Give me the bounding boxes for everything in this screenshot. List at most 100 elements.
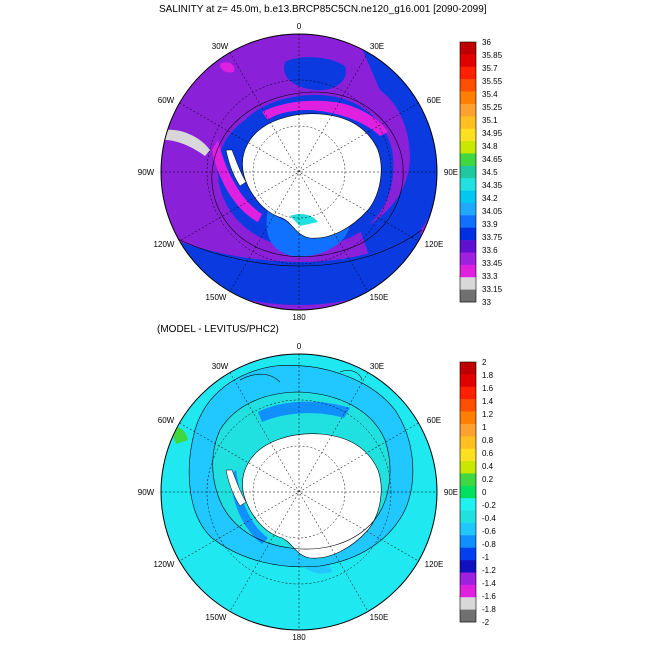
salinity-colorbar-swatch <box>460 66 476 80</box>
salinity-colorbar-tick-label: 34.2 <box>482 194 498 203</box>
lon-label-60e-b: 60E <box>427 416 441 425</box>
difference-colorbar-tick-label: -1.6 <box>482 592 496 601</box>
salinity-colorbar: 36 35.85 35.7 35.55 35.4 35.25 35.1 34.95 34.8 34… <box>459 38 503 307</box>
salinity-region-coastal-west <box>212 140 262 222</box>
map-title-top: SALINITY at z= 45.0m, b.e13.BRCP85C5CN.n… <box>159 4 487 15</box>
difference-colorbar-swatch <box>460 461 476 474</box>
lon-label-60e: 60E <box>427 96 441 105</box>
difference-graticule <box>161 354 437 630</box>
difference-colorbar-tick-label: -2 <box>482 618 490 627</box>
salinity-colorbar-swatch <box>460 42 476 55</box>
salinity-colorbar-swatch <box>460 289 476 303</box>
lon-label-150e: 150E <box>370 293 389 302</box>
salinity-region-cyan-coast <box>290 214 318 226</box>
difference-colorbar-tick-label: 0.4 <box>482 462 494 471</box>
difference-colorbar-border <box>459 361 477 623</box>
difference-colorbar-swatch <box>460 448 476 462</box>
difference-colorbar-swatch <box>460 547 476 561</box>
lon-label-0: 0 <box>297 22 302 31</box>
salinity-colorbar-swatch <box>460 252 476 266</box>
lon-label-180: 180 <box>292 313 306 322</box>
difference-colorbar-tick-label: -0.6 <box>482 527 496 536</box>
lon-label-120w: 120W <box>154 240 175 249</box>
lon-label-90w: 90W <box>138 168 155 177</box>
salinity-colorbar-swatch <box>460 116 476 129</box>
difference-colorbar: 2 1.8 1.6 1.4 1.2 1 0.8 0.6 0.4 0.2 0 -0.2 -0.4 -0.6 -… <box>459 358 496 627</box>
difference-colorbar-swatch <box>460 560 476 573</box>
difference-map-border <box>160 353 438 631</box>
difference-colorbar-tick-label: 0.6 <box>482 449 494 458</box>
salinity-colorbar-swatch <box>460 227 476 241</box>
difference-colorbar-tick-label: -1.2 <box>482 566 496 575</box>
difference-map <box>160 353 438 631</box>
salinity-colorbar-tick-label: 34.95 <box>482 129 503 138</box>
difference-colorbar-swatch <box>460 423 476 437</box>
lon-label-30e-b: 30E <box>370 362 384 371</box>
difference-colorbar-tick-label: -0.4 <box>482 514 496 523</box>
salinity-colorbar-tick-label: 33.45 <box>482 259 503 268</box>
difference-colorbar-tick-label: 1.8 <box>482 371 494 380</box>
lon-label-60w-b: 60W <box>158 416 175 425</box>
difference-colorbar-tick-label: 0.8 <box>482 436 494 445</box>
antarctic-peninsula-top <box>225 149 247 187</box>
lon-label-150e-b: 150E <box>370 613 389 622</box>
salinity-colorbar-swatch <box>460 277 476 290</box>
lon-label-30w-b: 30W <box>212 362 229 371</box>
salinity-colorbar-swatch <box>460 202 476 216</box>
salinity-colorbar-swatch <box>460 240 476 253</box>
salinity-region-blue-south <box>165 232 430 305</box>
salinity-colorbar-swatch <box>460 264 476 278</box>
difference-colorbar-tick-label: 0 <box>482 488 487 497</box>
antarctic-peninsula-bottom <box>225 469 247 507</box>
salinity-colorbar-swatch <box>460 91 476 105</box>
difference-colorbar-swatch <box>460 609 476 623</box>
difference-colorbar-swatch <box>460 362 476 375</box>
salinity-colorbar-tick-label: 36 <box>482 38 491 47</box>
salinity-colorbar-tick-label: 34.8 <box>482 142 498 151</box>
difference-colorbar-tick-label: 1 <box>482 423 487 432</box>
difference-colorbar-swatch <box>460 597 476 610</box>
salinity-colorbar-swatch <box>460 141 476 154</box>
difference-region-coastal-east <box>258 401 350 422</box>
salinity-region-coastal-east <box>262 100 388 136</box>
salinity-colorbar-tick-label: 35.25 <box>482 103 503 112</box>
difference-colorbar-tick-label: -0.8 <box>482 540 496 549</box>
salinity-map-border <box>160 33 438 311</box>
salinity-colorbar-swatch <box>460 165 476 179</box>
salinity-colorbar-tick-label: 33.75 <box>482 233 503 242</box>
salinity-colorbar-tick-label: 33.6 <box>482 246 498 255</box>
salinity-colorbar-swatch <box>460 190 476 204</box>
lon-label-0-b: 0 <box>297 342 302 351</box>
salinity-colorbar-tick-label: 34.5 <box>482 168 498 177</box>
difference-colorbar-tick-label: -1 <box>482 553 490 562</box>
difference-colorbar-swatch <box>460 374 476 388</box>
difference-colorbar-swatch <box>460 572 476 586</box>
salinity-map <box>160 33 438 311</box>
difference-colorbar-tick-label: -1.8 <box>482 605 496 614</box>
lon-label-90e: 90E <box>444 168 458 177</box>
salinity-graticule <box>161 34 437 310</box>
salinity-colorbar-swatch <box>460 54 476 68</box>
difference-colorbar-tick-label: 0.2 <box>482 475 494 484</box>
difference-colorbar-swatch <box>460 522 476 536</box>
lon-label-30e: 30E <box>370 42 384 51</box>
salinity-region-patch <box>220 62 235 73</box>
difference-colorbar-swatch <box>460 399 476 412</box>
salinity-colorbar-tick-label: 35.1 <box>482 116 498 125</box>
lon-label-90e-b: 90E <box>444 488 458 497</box>
salinity-colorbar-tick-label: 33.3 <box>482 272 498 281</box>
salinity-colorbar-tick-label: 35.85 <box>482 51 503 60</box>
map-title-bottom: (MODEL - LEVITUS/PHC2) <box>157 324 279 335</box>
difference-colorbar-swatch <box>460 485 476 499</box>
difference-contours <box>188 365 414 568</box>
difference-colorbar-tick-label: 2 <box>482 358 487 367</box>
salinity-colorbar-tick-label: 34.35 <box>482 181 503 190</box>
salinity-colorbar-swatch <box>460 128 476 142</box>
lon-label-120e-b: 120E <box>425 560 444 569</box>
salinity-colorbar-tick-label: 34.05 <box>482 207 503 216</box>
salinity-region-peninsula-low <box>165 129 210 156</box>
lon-label-120e: 120E <box>425 240 444 249</box>
lon-label-180-b: 180 <box>292 633 306 642</box>
salinity-colorbar-swatch <box>460 79 476 92</box>
